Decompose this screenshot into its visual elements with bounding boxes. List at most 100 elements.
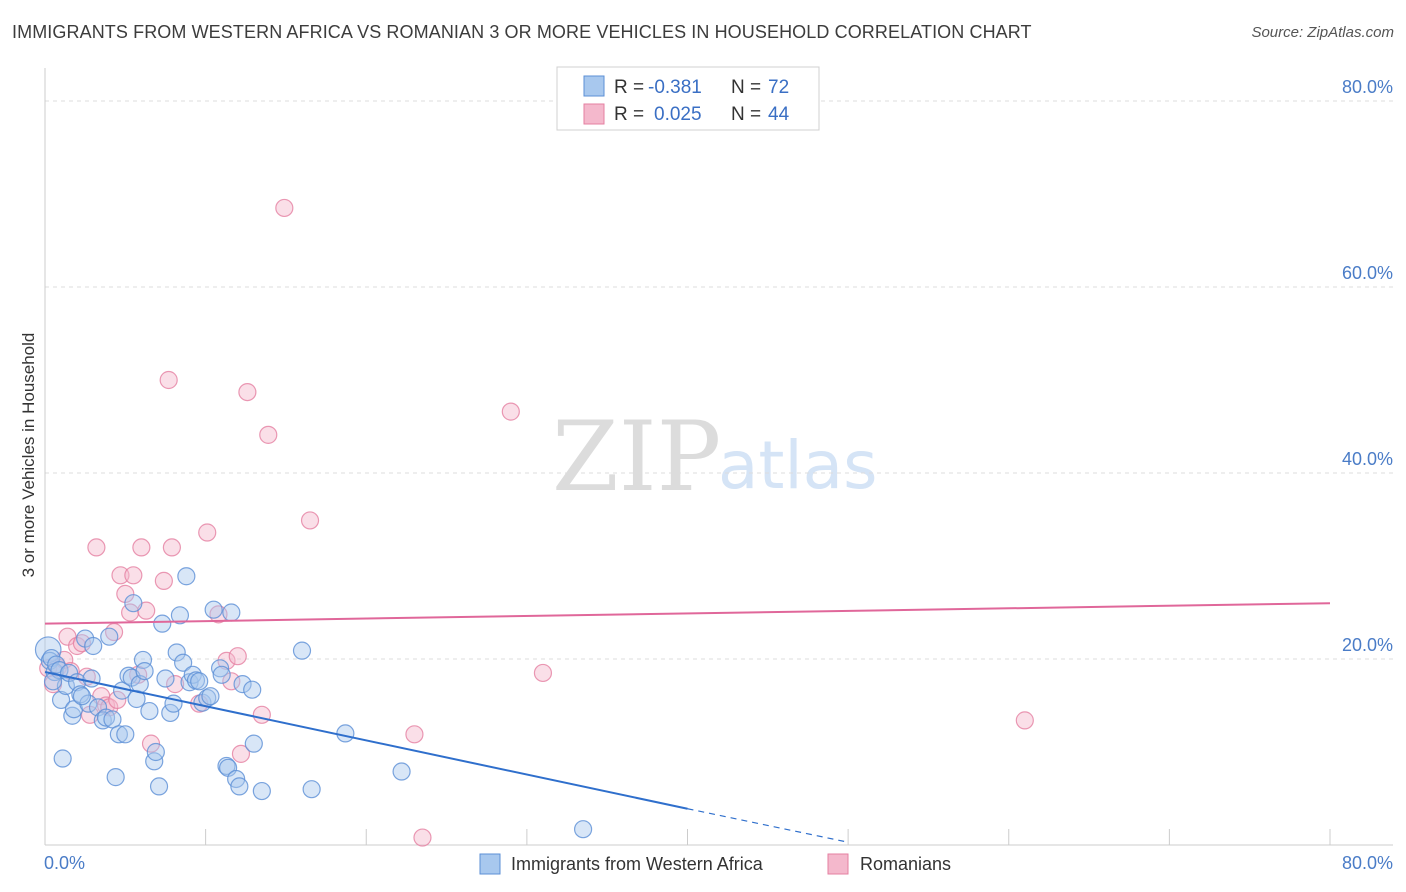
watermark-atlas: atlas xyxy=(718,427,878,504)
series-romanians xyxy=(39,198,1034,847)
legend-swatch-pink xyxy=(583,103,605,125)
series-western-africa xyxy=(34,567,593,839)
trend-line-western-africa-extension xyxy=(687,808,849,843)
point-western-africa xyxy=(146,742,165,762)
x-tick-label-max: 80.0% xyxy=(1342,853,1393,873)
point-western-africa xyxy=(145,752,164,771)
point-romanian xyxy=(166,675,185,694)
point-western-africa xyxy=(167,643,186,662)
point-western-africa xyxy=(149,777,169,796)
point-western-africa xyxy=(210,659,230,678)
legend-r-label-1: R = xyxy=(614,77,644,98)
point-western-africa xyxy=(204,600,223,619)
point-western-africa xyxy=(100,627,119,646)
series-legend: Immigrants from Western Africa Romanians xyxy=(479,853,951,875)
watermark-zip: ZIP xyxy=(552,401,721,513)
point-romanian xyxy=(228,647,247,666)
trend-line-western-africa xyxy=(44,671,688,810)
point-western-africa xyxy=(252,781,271,801)
point-western-africa xyxy=(109,725,128,744)
point-romanian xyxy=(198,523,217,542)
point-western-africa xyxy=(392,762,411,781)
point-western-africa xyxy=(170,606,190,625)
point-western-africa xyxy=(244,734,263,753)
point-romanian xyxy=(159,370,178,390)
gridlines xyxy=(45,100,1393,660)
legend-n-value-2: 44 xyxy=(768,104,790,125)
point-western-africa xyxy=(183,665,202,684)
y-axis-label: 3 or more Vehicles in Household xyxy=(19,333,38,578)
point-western-africa xyxy=(153,614,172,633)
point-western-africa xyxy=(63,706,82,725)
bottom-legend-swatch-pink xyxy=(827,853,849,875)
point-western-africa xyxy=(243,680,262,699)
point-romanian xyxy=(533,663,553,683)
x-tick-label-min: 0.0% xyxy=(44,853,85,873)
point-western-africa xyxy=(190,672,209,691)
point-romanian xyxy=(501,402,520,421)
point-western-africa xyxy=(93,711,112,730)
legend-r-value-2: 0.025 xyxy=(654,104,702,125)
point-western-africa xyxy=(82,669,101,688)
point-western-africa xyxy=(106,768,125,787)
point-romanian xyxy=(111,566,130,585)
y-tick-label: 80.0% xyxy=(1342,77,1393,97)
point-romanian xyxy=(405,725,424,744)
point-western-africa xyxy=(233,675,252,694)
point-western-africa xyxy=(212,665,231,684)
point-western-africa xyxy=(336,724,355,743)
point-western-africa xyxy=(302,780,321,799)
point-western-africa xyxy=(222,603,241,622)
legend-n-label-1: N = xyxy=(731,77,761,98)
legend-r-value-1: -0.381 xyxy=(648,77,702,98)
point-western-africa xyxy=(116,725,135,744)
point-romanian xyxy=(141,734,161,753)
point-western-africa xyxy=(201,687,220,706)
point-western-africa xyxy=(140,701,159,721)
point-romanian xyxy=(259,425,278,444)
point-western-africa xyxy=(174,653,193,672)
y-tick-label: 60.0% xyxy=(1342,263,1393,283)
axes xyxy=(44,68,1393,846)
point-western-africa xyxy=(72,687,92,706)
legend-swatch-blue xyxy=(583,75,605,97)
point-romanian xyxy=(1015,711,1034,730)
legend-r-label-2: R = xyxy=(614,104,644,125)
point-romanian xyxy=(217,651,236,670)
trend-line-romanians xyxy=(44,602,1331,625)
source-label: Source: ZipAtlas.com xyxy=(1251,24,1394,41)
point-western-africa xyxy=(292,641,312,660)
point-western-africa xyxy=(135,661,154,681)
point-romanian xyxy=(108,690,127,710)
point-western-africa xyxy=(124,594,143,613)
point-romanian xyxy=(252,705,271,724)
point-romanian xyxy=(238,382,257,402)
point-romanian xyxy=(154,571,173,590)
point-western-africa xyxy=(53,749,72,768)
point-western-africa xyxy=(156,669,175,688)
point-western-africa xyxy=(230,777,249,796)
y-tick-label: 40.0% xyxy=(1342,449,1393,469)
legend-n-value-1: 72 xyxy=(768,77,789,98)
point-western-africa xyxy=(96,708,116,727)
chart-title: IMMIGRANTS FROM WESTERN AFRICA VS ROMANI… xyxy=(12,22,1032,42)
point-romanian xyxy=(300,511,320,530)
bottom-legend-swatch-blue xyxy=(479,853,501,875)
x-axis-ticks: 0.0% 80.0% xyxy=(44,853,1393,873)
point-romanian xyxy=(231,744,251,763)
point-western-africa xyxy=(79,694,98,713)
point-romanian xyxy=(162,538,181,557)
bottom-legend-label-2: Romanians xyxy=(860,854,951,874)
point-western-africa xyxy=(51,690,71,710)
legend-n-label-2: N = xyxy=(731,104,761,125)
bottom-legend-label-1: Immigrants from Western Africa xyxy=(511,854,764,874)
point-western-africa xyxy=(177,567,196,586)
y-axis-ticks: 20.0% 40.0% 60.0% 80.0% xyxy=(1342,77,1393,655)
point-romanian xyxy=(124,566,143,585)
point-western-africa xyxy=(573,820,593,839)
point-romanian xyxy=(413,828,432,847)
point-romanian xyxy=(132,538,151,557)
point-romanian xyxy=(275,198,294,218)
point-western-africa xyxy=(84,636,103,656)
